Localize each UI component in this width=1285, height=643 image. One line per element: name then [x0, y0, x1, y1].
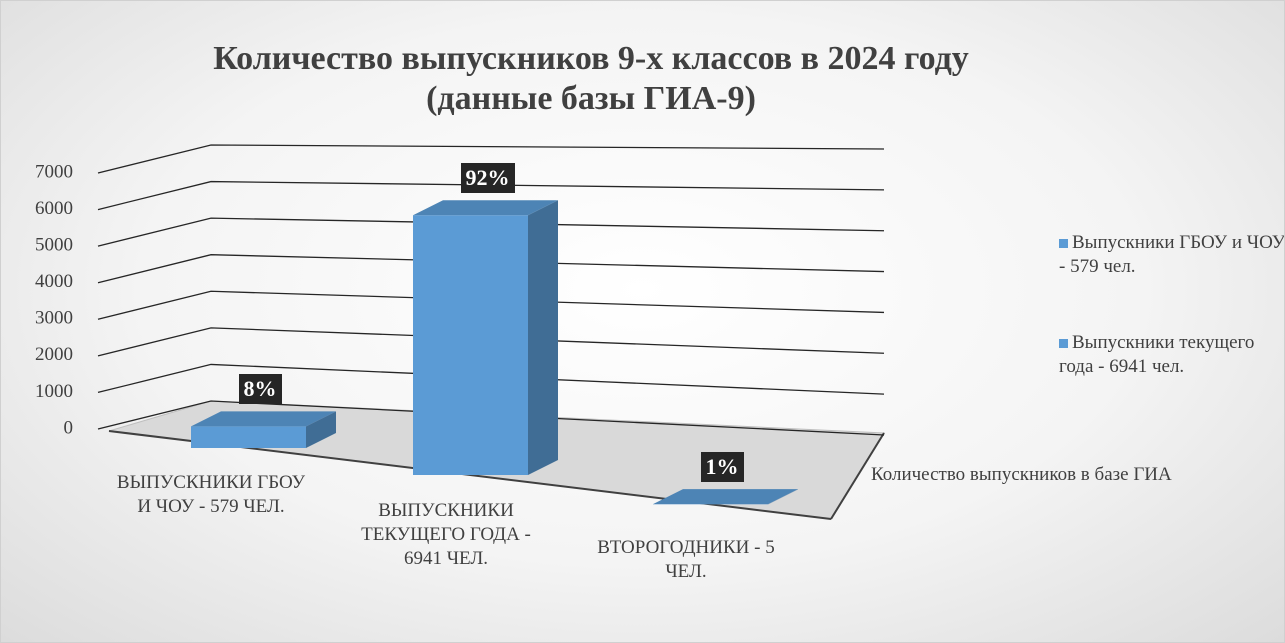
y-tick-label: 2000	[35, 344, 73, 365]
bar-top	[653, 489, 798, 505]
value-label: 1%	[700, 452, 744, 483]
y-tick-label: 3000	[35, 308, 73, 329]
legend-text: Выпускники ГБОУ и ЧОУ - 579 чел.	[1059, 232, 1285, 277]
grid-line	[97, 400, 885, 436]
bar-side	[768, 489, 798, 505]
grid-line	[97, 144, 885, 174]
grid-line	[97, 180, 885, 211]
value-label: 92%	[460, 163, 515, 194]
legend-entry: Выпускники ГБОУ и ЧОУ - 579 чел.	[1059, 231, 1285, 279]
legend-text: Выпускники текущего года - 6941 чел.	[1059, 332, 1255, 377]
x-tick-label: ВЫПУСКНИКИ ТЕКУЩЕГО ГОДА - 6941 ЧЕЛ.	[361, 500, 531, 569]
y-tick-label: 5000	[35, 235, 73, 256]
y-tick-label: 7000	[35, 161, 73, 182]
y-tick-label: 1000	[35, 381, 73, 402]
grid-line	[97, 217, 885, 247]
grid-line	[97, 363, 885, 395]
x-tick-label: ВЫПУСКНИКИ ГБОУ И ЧОУ - 579 ЧЕЛ.	[116, 472, 306, 517]
y-tick-label: 4000	[35, 271, 73, 292]
depth-axis-label: Количество выпускников в базе ГИА	[871, 464, 1172, 485]
value-label: 8%	[238, 374, 282, 405]
grid-line	[97, 327, 885, 357]
y-tick-label: 0	[64, 417, 74, 438]
chart-title: Количество выпускников 9-х классов в 202…	[213, 40, 969, 117]
grid-line	[97, 254, 885, 284]
bar	[413, 215, 528, 476]
grid-line	[97, 290, 885, 320]
bar	[191, 426, 306, 449]
y-tick-label: 6000	[35, 198, 73, 219]
legend-swatch	[1059, 339, 1068, 348]
bar-top	[413, 200, 558, 216]
legend-swatch	[1059, 239, 1068, 248]
legend-entry: Выпускники текущего года - 6941 чел.	[1059, 331, 1284, 379]
depth-edge	[830, 432, 885, 520]
x-tick-label: ВТОРОГОДНИКИ - 5 ЧЕЛ.	[597, 537, 775, 582]
bar-top	[191, 411, 336, 427]
bar-side	[306, 411, 336, 449]
bar-side	[528, 200, 558, 476]
